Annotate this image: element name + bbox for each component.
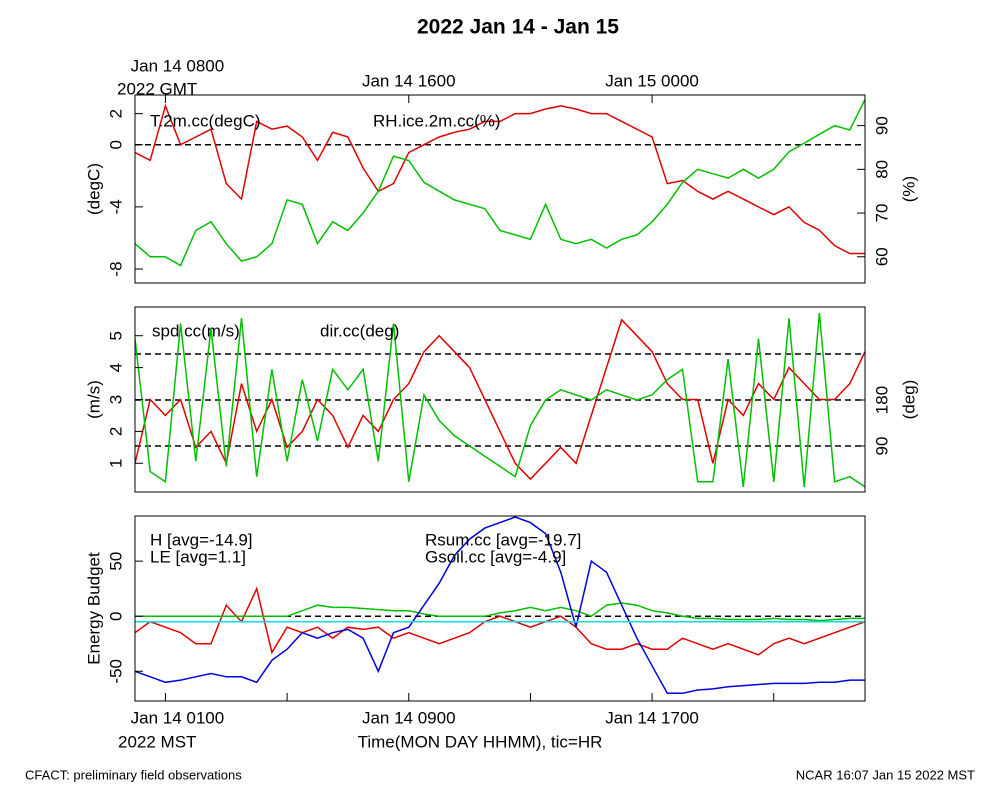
chart-title: 2022 Jan 14 - Jan 15 <box>417 16 619 39</box>
x-axis-title: Time(MON DAY HHMM), tic=HR <box>358 732 603 751</box>
legend-label: H [avg=-14.9] <box>150 530 253 549</box>
y-tick-label: -8 <box>106 261 125 276</box>
y2-axis-title: (%) <box>899 176 918 202</box>
series-line <box>135 99 865 267</box>
y2-tick-label: 180 <box>872 386 891 414</box>
y-axis-title: (m/s) <box>84 380 103 419</box>
plot-frame <box>134 515 866 702</box>
series-line <box>135 318 865 481</box>
y2-tick-label: 90 <box>872 116 891 135</box>
y-tick-label: -50 <box>106 659 125 684</box>
footer-left: CFACT: preliminary field observations <box>25 767 242 782</box>
y-tick-label: -4 <box>106 199 125 214</box>
x2-tick-label: Jan 14 1600 <box>362 71 456 90</box>
series-line <box>135 602 865 622</box>
y-tick-label: 5 <box>106 331 125 340</box>
x-year-label: 2022 MST <box>118 732 196 751</box>
legend-label: Rsum.cc [avg=-19.7] <box>425 530 581 549</box>
legend-label: T.2m.cc(degC) <box>150 111 261 130</box>
y-axis-title: Energy Budget <box>84 552 103 665</box>
x-tick-label: Jan 14 1700 <box>605 708 699 727</box>
y-tick-label: 1 <box>106 459 125 468</box>
legend-label: Gsoil.cc [avg=-4.9] <box>425 547 566 566</box>
y-axis-title: (degC) <box>84 163 103 215</box>
plot-frame <box>134 94 866 284</box>
y2-tick-label: 80 <box>872 160 891 179</box>
series-line <box>135 103 865 255</box>
footer-right: NCAR 16:07 Jan 15 2022 MST <box>796 767 975 782</box>
y2-tick-label: 70 <box>872 204 891 223</box>
legend-label: RH.ice.2m.cc(%) <box>373 111 501 130</box>
x-tick-label: Jan 14 0100 <box>131 708 225 727</box>
legend-label: LE [avg=1.1] <box>150 547 246 566</box>
x-tick-label: Jan 14 0900 <box>362 708 456 727</box>
y-tick-label: 3 <box>106 395 125 404</box>
y-tick-label: 2 <box>106 109 125 118</box>
x2-tick-label: Jan 15 0000 <box>605 71 699 90</box>
y-tick-label: 0 <box>106 611 125 620</box>
y2-tick-label: 90 <box>872 437 891 456</box>
y-tick-label: 2 <box>106 427 125 436</box>
y-tick-label: 4 <box>106 363 125 372</box>
y-tick-label: 0 <box>106 140 125 149</box>
legend-label: dir.cc(deg) <box>320 321 399 340</box>
series-line <box>135 516 865 695</box>
x2-year-label: 2022 GMT <box>117 79 197 98</box>
y2-axis-title: (deg) <box>899 380 918 420</box>
series-line <box>135 313 865 488</box>
series-line <box>135 586 865 656</box>
y2-tick-label: 60 <box>872 247 891 266</box>
legend-label: spd.cc(m/s) <box>152 321 240 340</box>
y-tick-label: 50 <box>106 552 125 571</box>
x2-tick-label: Jan 14 0800 <box>131 56 225 75</box>
